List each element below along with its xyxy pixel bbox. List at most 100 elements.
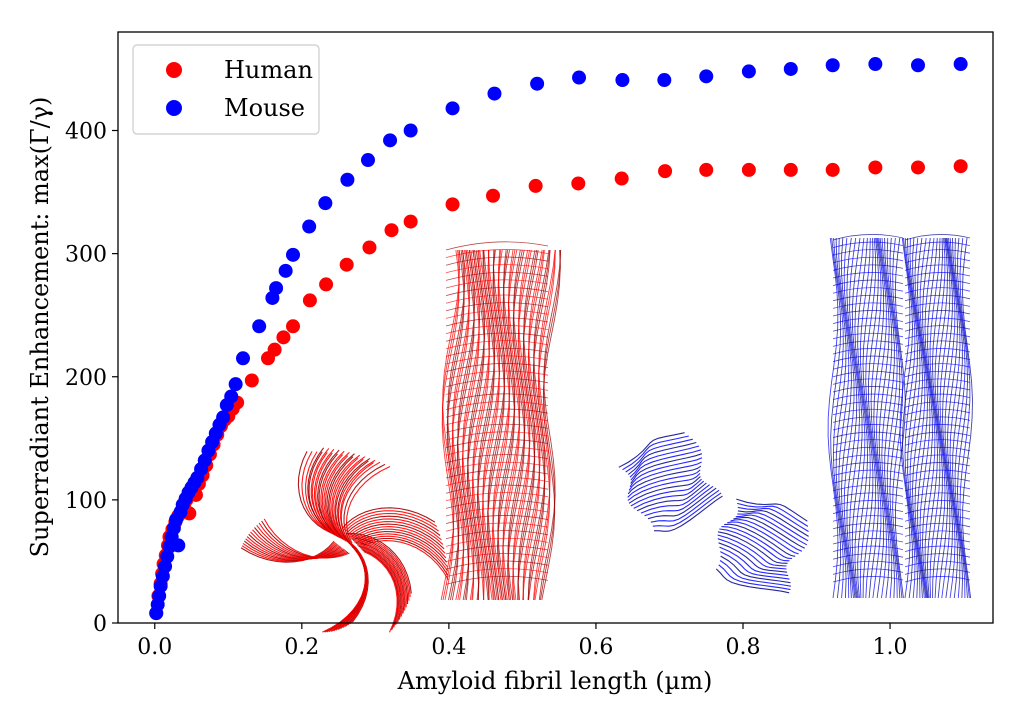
data-point-mouse	[953, 57, 968, 72]
fibril-strand	[857, 237, 869, 599]
mouse-fibril-side-view	[827, 234, 973, 599]
fibril-strand	[245, 538, 339, 561]
fibril-strand	[472, 249, 491, 601]
fibril-strand	[320, 450, 345, 536]
fibril-strand	[329, 454, 361, 538]
fibril-strand	[263, 518, 350, 559]
legend-label-human: Human	[224, 56, 313, 84]
fibril-strand	[727, 521, 799, 555]
fibril-rung	[445, 347, 549, 357]
data-point-mouse	[699, 69, 714, 84]
x-axis-ticks: 0.0 0.2 0.4 0.6 0.8 1.0	[137, 623, 908, 660]
data-point-mouse	[615, 73, 630, 88]
fibril-strand	[358, 545, 402, 623]
fibril-rung	[832, 287, 904, 294]
fibril-rung	[445, 507, 549, 517]
data-point-human	[339, 257, 354, 272]
fibril-strand	[838, 237, 850, 599]
fibril-rung	[832, 241, 904, 248]
fibril-strand	[305, 451, 334, 535]
fibril-rung	[904, 492, 971, 499]
fibril-rung	[832, 484, 904, 492]
fibril-rung	[445, 256, 549, 266]
fibril-strand	[349, 521, 444, 545]
fibril-rung	[904, 553, 971, 560]
fibril-strand	[248, 533, 342, 560]
fibril-strand	[830, 237, 842, 599]
fibril-strand	[311, 452, 337, 537]
fibril-strand	[718, 542, 788, 573]
fibril-strand	[512, 249, 531, 601]
fibril-strand	[346, 515, 441, 536]
data-point-mouse	[361, 153, 375, 168]
fibril-strand	[539, 249, 561, 601]
fibril-rung	[445, 477, 549, 486]
data-point-mouse	[236, 351, 250, 366]
fibril-rung	[832, 355, 904, 362]
fibril-strand	[355, 542, 404, 617]
data-point-mouse	[445, 101, 460, 116]
fibril-strand	[440, 249, 460, 601]
fibril-strand	[342, 543, 367, 628]
fibril-rung	[445, 439, 549, 448]
fibril-strand	[876, 237, 887, 599]
fibril-rung	[445, 469, 549, 479]
fibril-strand	[359, 546, 401, 626]
data-point-mouse	[216, 410, 231, 425]
fibril-strand	[343, 463, 386, 543]
fibril-rung	[445, 492, 549, 502]
fibril-strand	[718, 564, 791, 591]
fibril-strand	[353, 526, 446, 554]
fibril-strand	[347, 534, 411, 598]
human-fibril-side-view	[440, 241, 562, 601]
fibril-strand	[733, 516, 805, 549]
fibril-strand	[462, 249, 481, 601]
data-point-mouse	[741, 64, 756, 79]
fibril-rung	[904, 576, 971, 583]
fibril-rung	[445, 568, 549, 578]
fibril-rung	[904, 241, 971, 248]
fibril-strand	[627, 473, 701, 501]
fibril-strand	[318, 453, 341, 539]
fibril-rung	[832, 553, 904, 560]
data-point-human	[486, 188, 500, 203]
fibril-rung	[832, 545, 904, 552]
fibril-strand	[929, 237, 941, 599]
fibril-rung	[445, 325, 549, 334]
fibril-strand	[919, 237, 931, 599]
x-tick-label: 1.0	[873, 635, 908, 660]
fibril-strand	[527, 249, 550, 601]
fibril-rung	[832, 264, 904, 271]
fibril-rung	[904, 272, 971, 279]
data-point-mouse	[302, 219, 317, 234]
y-axis-title: Superradiant Enhancement: max(Γ/γ)	[26, 97, 54, 558]
fibril-strand	[630, 449, 702, 481]
fibril-strand	[324, 455, 349, 540]
fibril-rung	[832, 469, 904, 476]
fibril-strand	[881, 237, 893, 599]
fibril-strand	[343, 510, 438, 531]
fibril-rung	[904, 302, 971, 309]
fibril-strand	[924, 237, 936, 599]
y-tick-label: 400	[65, 120, 107, 145]
fibril-strand	[717, 534, 787, 567]
fibril-strand	[873, 237, 885, 599]
fibril-rung	[904, 348, 971, 355]
y-tick-label: 0	[93, 612, 107, 637]
fibril-strand	[640, 484, 710, 514]
fibril-rung	[904, 522, 971, 530]
fibril-rung	[445, 408, 549, 418]
data-point-human	[571, 176, 586, 191]
fibril-strand	[894, 237, 906, 599]
fibril-rung	[904, 500, 971, 507]
fibril-strand	[627, 441, 697, 475]
y-tick-label: 100	[65, 489, 107, 514]
fibril-rung	[445, 484, 549, 494]
fibril-rung	[445, 340, 549, 350]
fibril-strand	[362, 540, 449, 580]
fibril-strand	[326, 453, 355, 538]
data-point-human	[244, 373, 259, 388]
fibril-rung	[904, 256, 971, 264]
fibril-rung	[832, 492, 904, 499]
legend-label-mouse: Mouse	[224, 94, 305, 122]
